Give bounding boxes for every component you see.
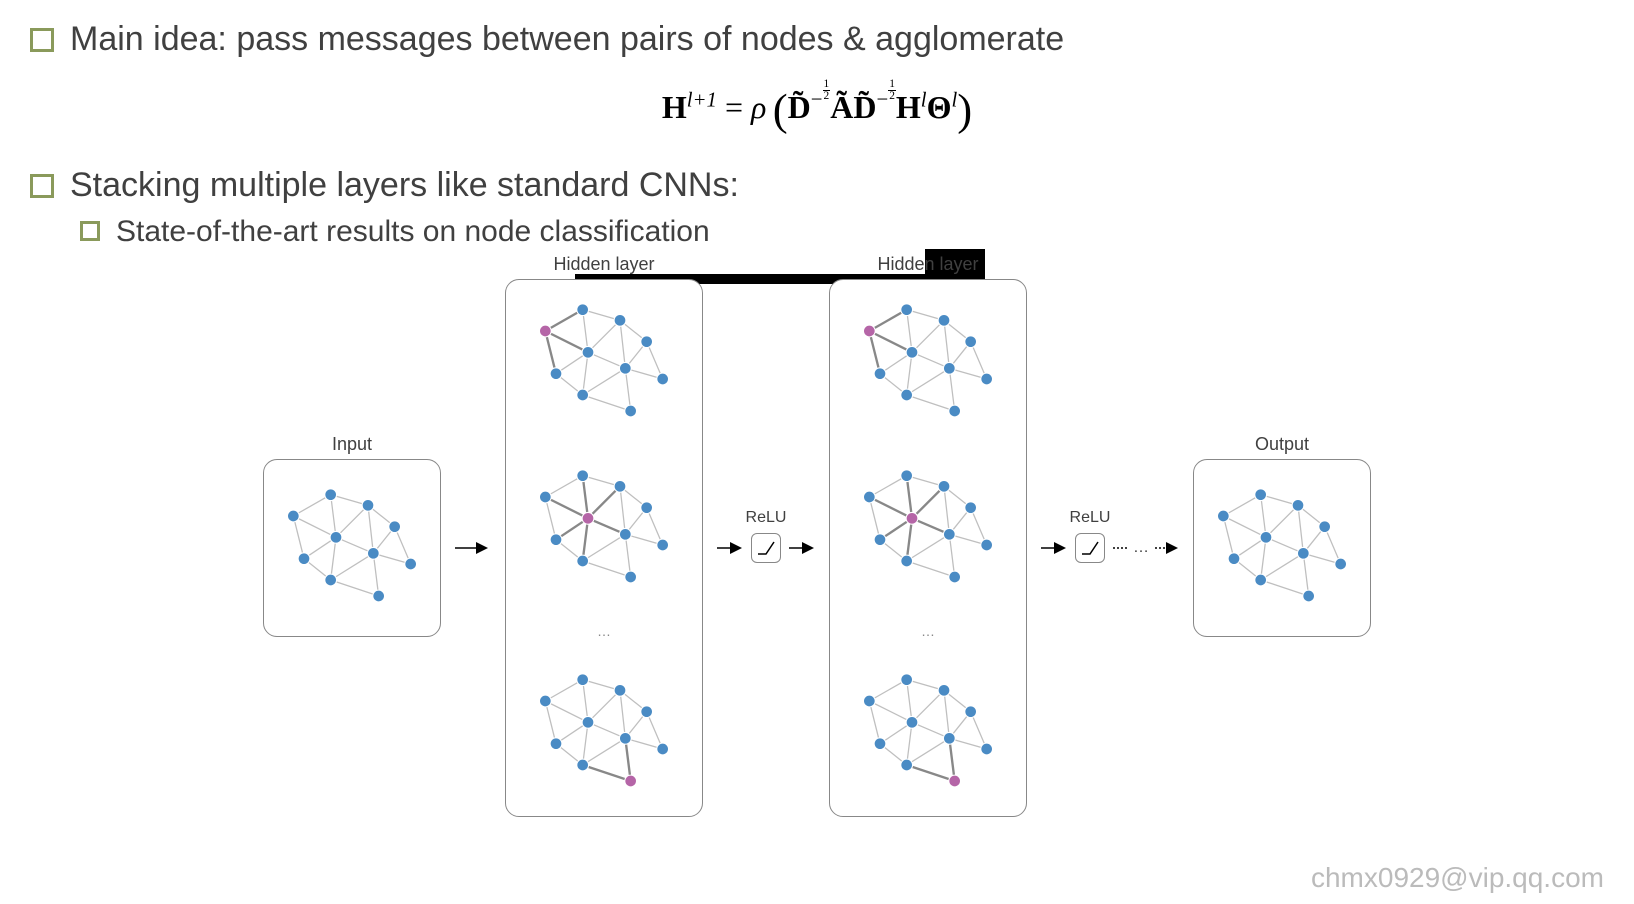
relu-block-2: ReLU xyxy=(1069,533,1111,563)
relu-icon xyxy=(751,533,781,563)
sub-bullet-sota: State-of-the-art results on node classif… xyxy=(80,215,1604,249)
hidden-layer-2: Hidden layer … xyxy=(829,279,1027,817)
hidden-label: Hidden layer xyxy=(553,254,654,275)
hidden2-graph-a xyxy=(848,288,1008,438)
bullet-icon xyxy=(80,221,100,241)
hidden1-graph-c xyxy=(524,658,684,808)
hidden-label: Hidden layer xyxy=(877,254,978,275)
hidden2-graph-b xyxy=(848,454,1008,604)
hidden2-graph-c xyxy=(848,658,1008,808)
input-block: Input xyxy=(263,459,441,637)
gcn-architecture-diagram: Input Hidden layer … ReLU Hidden layer … xyxy=(30,279,1604,817)
watermark-text: chmx0929@vip.qq.com xyxy=(1311,862,1604,894)
bullet-text: Main idea: pass messages between pairs o… xyxy=(70,20,1064,59)
output-block: Output xyxy=(1193,459,1371,637)
output-graph xyxy=(1202,468,1362,628)
ellipsis-icon: … xyxy=(597,623,611,639)
arrow-hidden2-to-output: ReLU … xyxy=(1039,533,1181,563)
ellipsis-icon: … xyxy=(921,623,935,639)
relu-block-1: ReLU xyxy=(745,533,787,563)
hidden1-graph-b xyxy=(524,454,684,604)
bullet-stacking: Stacking multiple layers like standard C… xyxy=(30,166,1604,205)
arrow-hidden1-to-relu1: ReLU xyxy=(715,533,817,563)
relu-label: ReLU xyxy=(746,509,787,527)
input-graph xyxy=(272,468,432,628)
hidden1-graph-a xyxy=(524,288,684,438)
relu-label: ReLU xyxy=(1070,509,1111,527)
bullet-icon xyxy=(30,174,54,198)
continuation-dots: … xyxy=(1133,539,1149,557)
relu-icon xyxy=(1075,533,1105,563)
bullet-text: Stacking multiple layers like standard C… xyxy=(70,166,739,205)
bullet-main-idea: Main idea: pass messages between pairs o… xyxy=(30,20,1604,59)
bullet-text: State-of-the-art results on node classif… xyxy=(116,215,710,249)
hidden-layer-1: Hidden layer … xyxy=(505,279,703,817)
output-label: Output xyxy=(1255,434,1309,455)
bullet-icon xyxy=(30,28,54,52)
arrow-input-to-hidden1 xyxy=(453,538,493,558)
input-label: Input xyxy=(332,434,372,455)
gcn-formula: Hl+1 = ρ (D̃−12ÃD̃−12HlΘl) xyxy=(30,79,1604,136)
